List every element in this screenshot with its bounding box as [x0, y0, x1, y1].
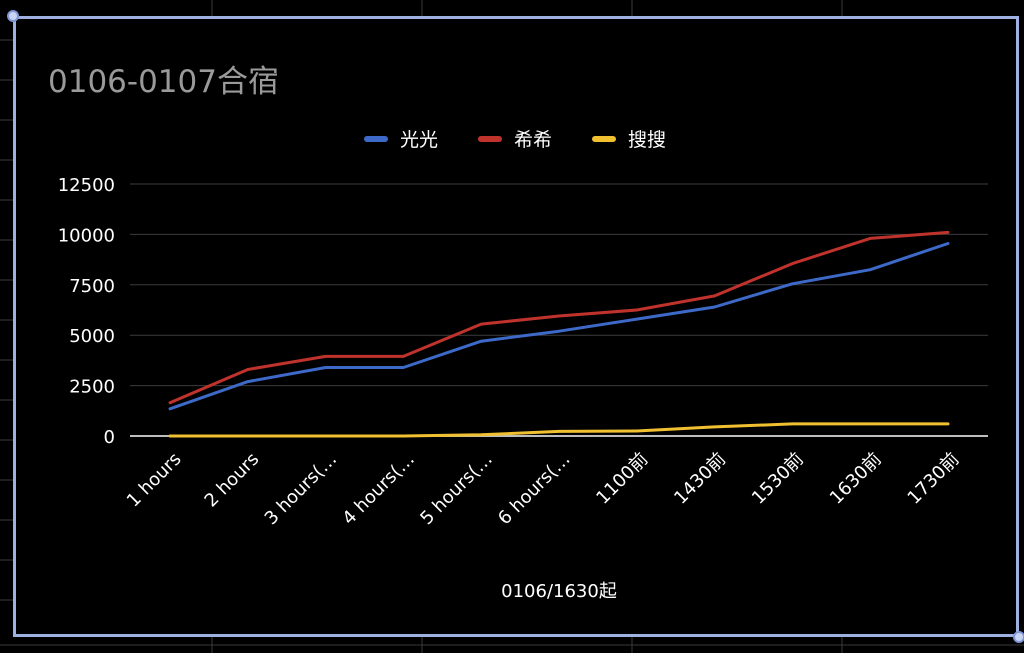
x-tick-label: 6 hours(…: [494, 449, 574, 529]
series-line[interactable]: [168, 242, 950, 411]
y-tick-label: 12500: [58, 175, 115, 196]
x-tick-label: 2 hours: [201, 449, 264, 512]
legend-label: 希希: [514, 129, 552, 151]
gridlines: [130, 183, 988, 437]
x-tick-label: 1 hours: [123, 449, 186, 512]
legend-swatch: [364, 136, 388, 142]
x-axis-label: 0106/1630起: [501, 581, 617, 602]
y-tick-label: 0: [104, 427, 115, 448]
chart-container[interactable]: [13, 16, 1019, 637]
legend-label: 搜搜: [628, 129, 666, 151]
x-tick-label: 1100前: [592, 449, 652, 509]
legend-swatch: [592, 136, 616, 142]
legend-swatch: [478, 136, 502, 142]
chart-title: 0106-0107合宿: [48, 64, 279, 100]
x-tick-label: 5 hours(…: [416, 449, 496, 529]
series-line[interactable]: [168, 230, 950, 405]
legend-label: 光光: [400, 129, 438, 151]
legend: 光光 希希 搜搜: [364, 129, 666, 151]
x-tick-label: 1730前: [904, 449, 964, 509]
x-tick-label: 3 hours(…: [261, 449, 341, 529]
series-lines: [168, 230, 950, 438]
x-tick-label: 1630前: [826, 449, 886, 509]
x-tick-label: 4 hours(…: [338, 449, 418, 529]
resize-handle-top-left[interactable]: [7, 10, 19, 22]
y-tick-label: 7500: [69, 276, 115, 297]
y-axis-ticks: 0 2500 5000 7500 10000 12500: [58, 175, 115, 448]
y-tick-label: 5000: [69, 326, 115, 347]
x-tick-label: 1530前: [748, 449, 808, 509]
x-tick-label: 1430前: [670, 449, 730, 509]
series-line[interactable]: [168, 422, 950, 438]
y-tick-label: 10000: [58, 225, 115, 246]
y-tick-label: 2500: [69, 377, 115, 398]
